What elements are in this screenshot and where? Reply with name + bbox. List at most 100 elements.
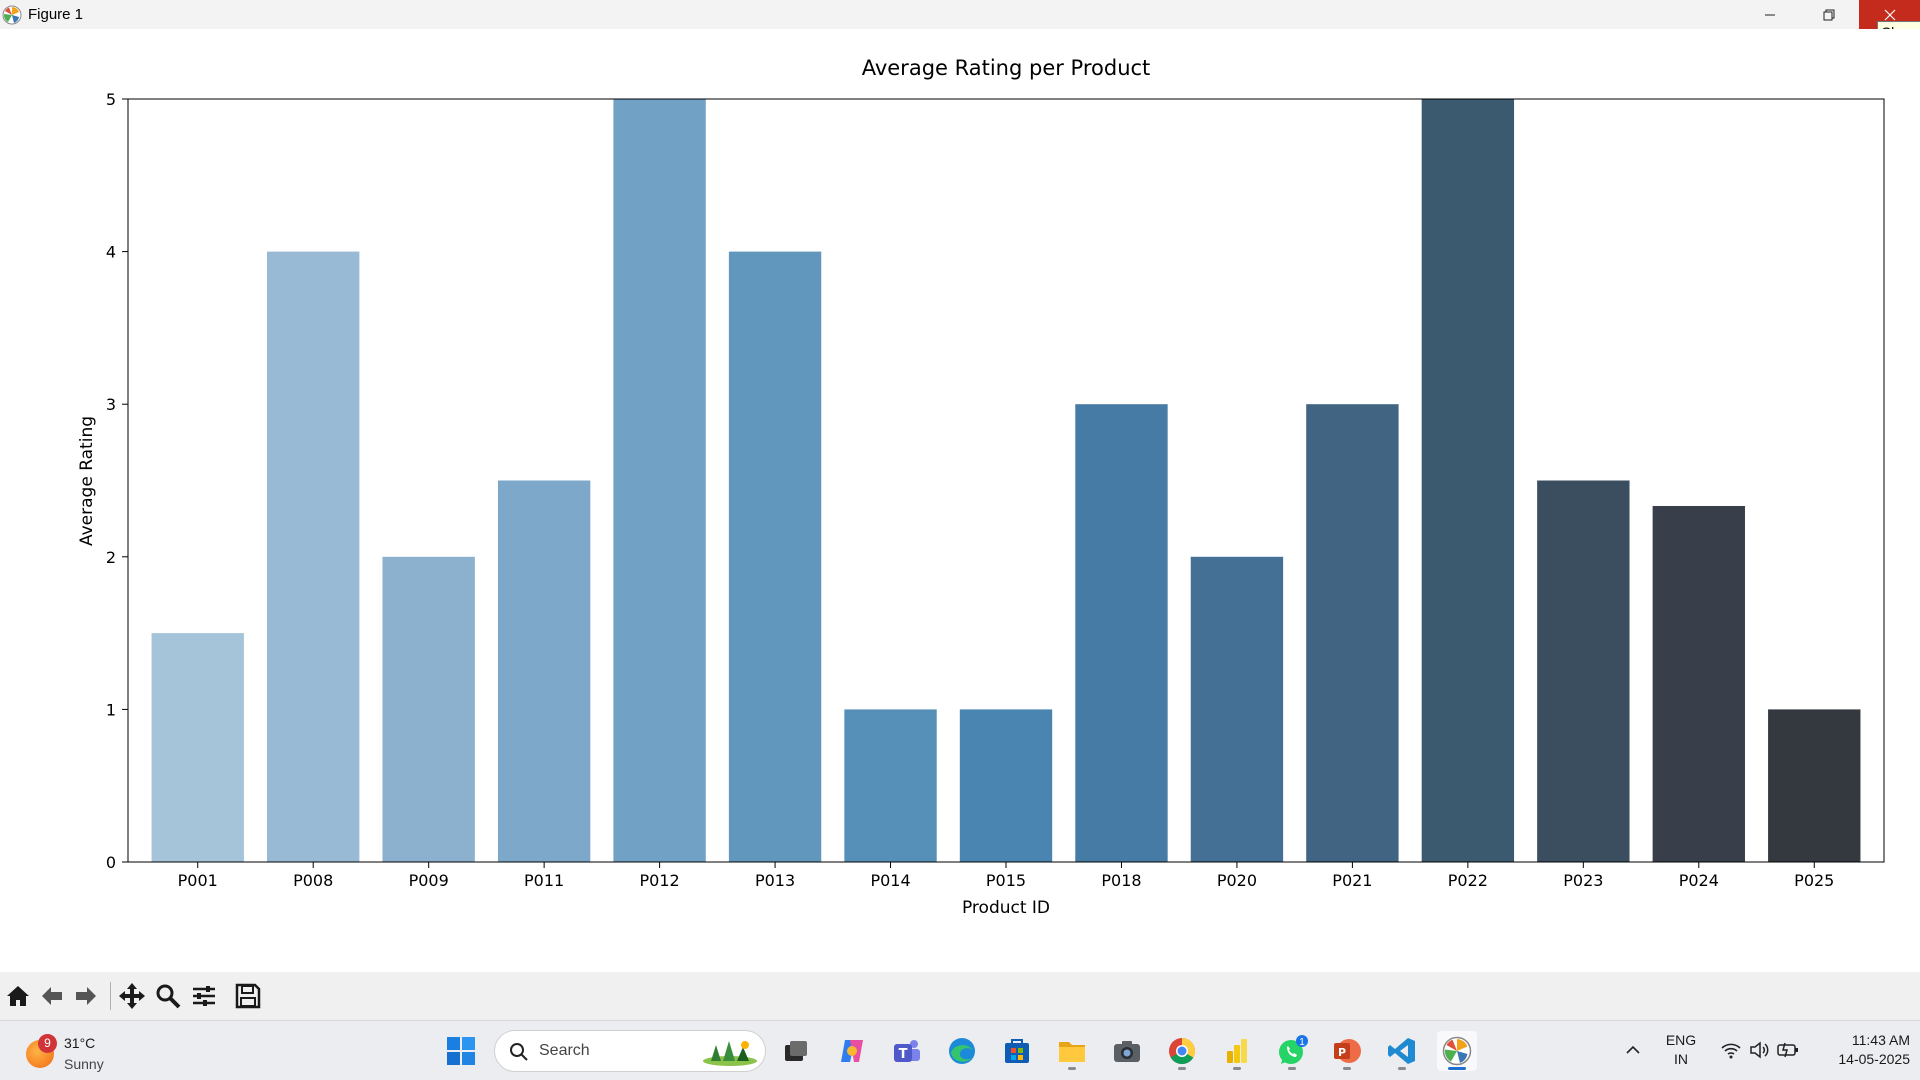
toolbar-separator — [110, 982, 111, 1010]
x-tick-label: P001 — [178, 871, 218, 890]
x-tick-label: P025 — [1794, 871, 1834, 890]
running-indicator — [1068, 1067, 1076, 1070]
volume-icon — [1750, 1041, 1769, 1059]
forward-button[interactable] — [70, 980, 102, 1012]
clock-time: 11:43 AM — [1851, 1032, 1910, 1048]
y-tick-label: 1 — [106, 700, 116, 719]
pan-icon — [119, 983, 145, 1009]
start-button[interactable] — [441, 1031, 481, 1071]
vscode-button[interactable] — [1382, 1031, 1422, 1071]
store-button[interactable] — [997, 1031, 1037, 1071]
figure-toolbar — [0, 972, 1920, 1020]
back-button[interactable] — [36, 980, 68, 1012]
configure-button[interactable] — [188, 980, 220, 1012]
x-tick-label: P008 — [293, 871, 333, 890]
system-tray-icons[interactable] — [1714, 1039, 1804, 1063]
x-tick-label: P013 — [755, 871, 795, 890]
x-tick-label: P020 — [1217, 871, 1257, 890]
bars-group — [151, 99, 1861, 863]
camera-button[interactable] — [1107, 1031, 1147, 1071]
task-view-icon — [785, 1041, 807, 1061]
matplotlib-taskbar-button[interactable] — [1437, 1031, 1477, 1071]
x-tick-label: P018 — [1101, 871, 1141, 890]
bar-P001 — [151, 633, 244, 862]
restore-button[interactable] — [1800, 0, 1858, 29]
language-region: IN — [1674, 1051, 1688, 1067]
y-tick-label: 4 — [106, 243, 116, 262]
save-button[interactable] — [232, 980, 264, 1012]
minimize-button[interactable] — [1741, 0, 1799, 29]
system-clock[interactable]: 11:43 AM 14-05-2025 — [1810, 1031, 1910, 1069]
bar-P015 — [959, 709, 1053, 862]
weather-widget[interactable]: 9 31°C Sunny — [26, 1030, 166, 1074]
running-indicator — [1178, 1067, 1186, 1070]
y-tick-label: 0 — [106, 853, 116, 872]
chart-title: Average Rating per Product — [862, 56, 1151, 80]
bar-P013 — [728, 251, 822, 863]
task-view-button[interactable] — [776, 1031, 816, 1071]
zoom-button[interactable] — [152, 980, 184, 1012]
back-icon — [42, 987, 62, 1005]
y-tick-label: 2 — [106, 548, 116, 567]
bar-P014 — [844, 709, 937, 862]
chevron-up-icon[interactable] — [1622, 1039, 1644, 1061]
language-indicator[interactable]: ENG IN — [1664, 1031, 1698, 1069]
whatsapp-button[interactable]: 1 — [1272, 1031, 1312, 1071]
bar-P012 — [613, 99, 706, 862]
taskbar-search[interactable]: Search — [494, 1030, 766, 1072]
file-explorer-button[interactable] — [1052, 1031, 1092, 1071]
windows-start-icon — [447, 1037, 475, 1065]
powerpoint-button[interactable]: P — [1327, 1031, 1367, 1071]
battery-icon — [1777, 1042, 1798, 1058]
chrome-button[interactable] — [1162, 1031, 1202, 1071]
x-tick-label: P012 — [640, 871, 680, 890]
search-placeholder: Search — [539, 1042, 590, 1059]
x-tick-label: P023 — [1563, 871, 1603, 890]
teams-icon: T — [894, 1040, 920, 1062]
bar-P025 — [1768, 709, 1861, 862]
forward-icon — [76, 987, 96, 1005]
home-icon — [7, 986, 29, 1006]
x-tick-label: P009 — [409, 871, 449, 890]
y-axis-label: Average Rating — [77, 416, 97, 546]
bar-chart: Average Rating per Product Average Ratin… — [77, 56, 1885, 918]
running-indicator — [1398, 1067, 1406, 1070]
whatsapp-badge: 1 — [1299, 1037, 1305, 1048]
power-bi-button[interactable] — [1217, 1031, 1257, 1071]
minimize-icon — [1765, 14, 1775, 15]
home-button[interactable] — [2, 980, 34, 1012]
x-ticks-group: P001 P008 P009 P011 P012 P013 P014 P015 P018 P020… — [178, 862, 1834, 890]
running-indicator — [1233, 1067, 1241, 1070]
bar-P020 — [1190, 556, 1284, 862]
y-ticks-group: 0 1 2 3 4 5 — [106, 90, 128, 872]
x-tick-label: P014 — [870, 871, 910, 890]
power-bi-icon — [1227, 1039, 1247, 1063]
matplotlib-icon — [1442, 1036, 1472, 1066]
weather-condition: Sunny — [64, 1056, 104, 1072]
matplotlib-app-icon — [2, 5, 22, 25]
bar-P008 — [267, 251, 360, 863]
copilot-icon — [841, 1040, 863, 1062]
title-bar: Figure 1 Close — [0, 0, 1920, 44]
copilot-button[interactable] — [832, 1031, 872, 1071]
edge-icon — [949, 1038, 975, 1064]
pan-button[interactable] — [116, 980, 148, 1012]
edge-button[interactable] — [942, 1031, 982, 1071]
running-indicator — [1343, 1067, 1351, 1070]
powerpoint-icon: P — [1334, 1039, 1361, 1063]
bar-P009 — [382, 556, 475, 862]
weather-temperature: 31°C — [64, 1035, 96, 1051]
restore-icon — [1823, 9, 1835, 20]
plot-frame — [127, 98, 1885, 863]
x-tick-label: P024 — [1679, 871, 1719, 890]
wifi-icon — [1721, 1043, 1741, 1059]
configure-icon — [193, 986, 215, 1006]
clock-date: 14-05-2025 — [1838, 1051, 1910, 1067]
teams-button[interactable]: T — [887, 1031, 927, 1071]
bar-P022 — [1421, 99, 1515, 862]
search-icon — [510, 1043, 528, 1061]
taskbar: 9 31°C Sunny Search T 1 — [0, 1020, 1920, 1080]
x-tick-label: P011 — [524, 871, 564, 890]
y-tick-label: 5 — [106, 90, 116, 109]
svg-text:P: P — [1338, 1046, 1346, 1059]
